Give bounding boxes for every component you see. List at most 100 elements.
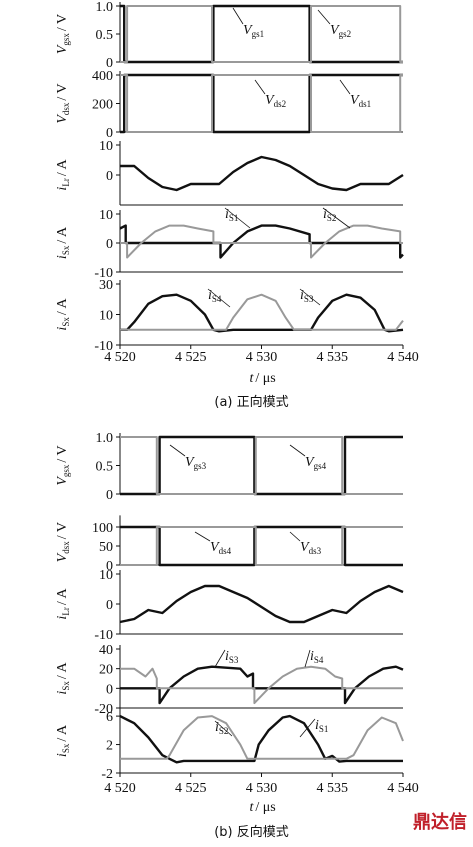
- y-tick-label: 400: [92, 69, 113, 84]
- label: iS4: [310, 649, 324, 665]
- x-tick-label: 4 520: [104, 350, 136, 365]
- symbol: V: [350, 93, 360, 108]
- label: Vgs4: [305, 455, 327, 471]
- y-tick-label: 1.0: [96, 431, 114, 446]
- watermark: 鼎达信: [413, 811, 467, 833]
- symbol: i: [310, 649, 314, 664]
- y-tick-label: 30: [99, 278, 113, 293]
- symbol: i: [55, 691, 70, 695]
- subscript: S4: [212, 294, 222, 304]
- label: Vds3: [300, 540, 322, 556]
- subscript: Sx: [61, 681, 71, 691]
- x-tick-label: 4 530: [246, 781, 278, 796]
- subscript: Sx: [61, 245, 71, 255]
- leader: [299, 288, 321, 306]
- leader: [224, 207, 251, 229]
- label: iS4: [208, 288, 222, 304]
- y-tick-label: 10: [99, 568, 113, 583]
- label: iS3: [300, 288, 314, 304]
- subscript: S4: [314, 655, 324, 665]
- subscript: Sx: [61, 317, 71, 327]
- leader: [254, 79, 266, 95]
- leader: [339, 79, 351, 95]
- leader: [207, 288, 231, 308]
- subscript: Lr: [61, 178, 71, 187]
- symbol: i: [315, 718, 319, 733]
- waveform: [120, 435, 403, 496]
- label: iLr/ A: [55, 588, 71, 620]
- y-tick-label: 0: [106, 56, 113, 71]
- y-tick-label: 0: [106, 169, 113, 184]
- y-tick-label: 0: [106, 559, 113, 574]
- x-tick-label: 4 540: [387, 350, 419, 365]
- waveform: [119, 584, 404, 624]
- label: iS1: [315, 718, 328, 734]
- y-tick-label: 2: [106, 739, 113, 754]
- y-tick-label: 0: [106, 237, 113, 252]
- subscript: gsx: [61, 33, 71, 46]
- leader: [232, 7, 244, 25]
- y-tick-label: 20: [99, 663, 113, 678]
- label: Vgs3: [185, 455, 207, 471]
- unit: / V: [55, 14, 70, 31]
- leader: [322, 207, 351, 229]
- symbol: i: [55, 187, 70, 191]
- leader: [304, 649, 311, 668]
- subscript: dsx: [61, 102, 71, 115]
- label: Vds4: [210, 540, 232, 556]
- y-tick-label: 6: [106, 710, 113, 725]
- x-tick-label: 4 535: [317, 350, 349, 365]
- y-tick-label: 0.5: [96, 28, 114, 43]
- label: t / μs: [250, 800, 276, 815]
- unit: / V: [55, 445, 70, 462]
- y-tick-label: 0: [106, 682, 113, 697]
- subscript: S3: [229, 655, 239, 665]
- symbol: V: [55, 114, 70, 124]
- y-tick-label: 100: [92, 521, 113, 536]
- label: Vgs2: [330, 23, 351, 39]
- symbol: i: [300, 288, 304, 303]
- leader: [214, 649, 226, 668]
- y-tick-label: -20: [94, 702, 113, 717]
- leader: [194, 531, 211, 542]
- caption: (a) 正向模式: [214, 394, 288, 410]
- unit: / A: [55, 159, 70, 177]
- y-tick-label: 0: [106, 126, 113, 141]
- symbol: i: [323, 207, 327, 222]
- symbol: V: [185, 455, 195, 470]
- symbol: i: [225, 649, 229, 664]
- subscript: gs4: [314, 461, 327, 471]
- symbol: i: [55, 616, 70, 620]
- waveform: [120, 665, 404, 705]
- label: iSx/ A: [55, 298, 71, 331]
- subscript: ds4: [219, 546, 232, 556]
- label: Vgs1: [243, 23, 264, 39]
- unit: / μs: [255, 371, 275, 386]
- subscript: ds2: [274, 99, 287, 109]
- unit: / μs: [255, 800, 275, 815]
- subscript: gsx: [61, 464, 71, 477]
- leader: [289, 444, 306, 457]
- symbol: t: [250, 371, 255, 386]
- y-tick-label: 10: [99, 139, 113, 154]
- y-tick-label: 40: [99, 643, 113, 658]
- symbol: V: [55, 476, 70, 486]
- subscript: ds3: [309, 546, 322, 556]
- label: Vdsx / V: [55, 522, 71, 562]
- leader: [169, 444, 186, 457]
- y-tick-label: -10: [94, 628, 113, 643]
- leader: [289, 531, 301, 542]
- y-tick-label: -10: [94, 339, 113, 354]
- waveform: [119, 224, 404, 259]
- y-tick-label: -10: [94, 266, 113, 281]
- x-tick-label: 4 520: [104, 781, 136, 796]
- label: iLr/ A: [55, 159, 71, 191]
- symbol: i: [208, 288, 212, 303]
- label: iS3: [225, 649, 239, 665]
- x-tick-label: 4 540: [387, 781, 419, 796]
- symbol: V: [55, 552, 70, 562]
- y-tick-label: 0: [106, 488, 113, 503]
- label: Vdsx / V: [55, 83, 71, 123]
- unit: / A: [55, 298, 70, 316]
